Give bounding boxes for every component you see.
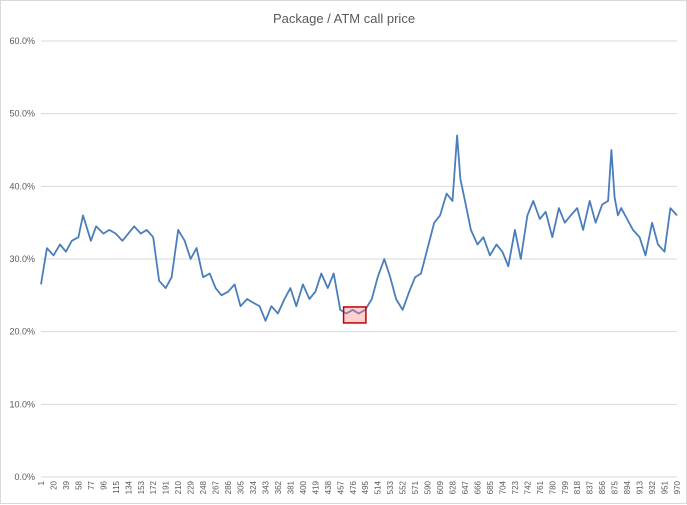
x-tick-label: 685 [486,480,495,494]
x-tick-label: 666 [473,480,482,494]
x-tick-label: 343 [261,480,270,494]
x-tick-label: 780 [548,480,557,494]
x-tick-label: 324 [249,480,258,494]
x-tick-label: 1 [37,480,46,485]
x-tick-label: 514 [374,480,383,494]
x-tick-label: 647 [461,480,470,494]
x-tick-label: 248 [199,480,208,494]
highlight-box [342,306,367,324]
x-tick-label: 419 [311,480,320,494]
x-tick-label: 552 [399,480,408,494]
series-line [40,134,678,322]
x-tick-label: 134 [124,480,133,494]
x-tick-label: 742 [523,480,532,494]
x-tick-label: 20 [49,480,58,489]
y-tick-label: 20.0% [9,327,35,337]
y-tick-label: 60.0% [9,36,35,46]
series-lines [40,134,678,322]
x-tick-label: 457 [336,480,345,494]
x-tick-label: 799 [561,480,570,494]
x-tick-label: 628 [449,480,458,494]
x-tick-label: 723 [511,480,520,494]
x-tick-label: 400 [299,480,308,494]
y-tick-label: 30.0% [9,254,35,264]
x-tick-label: 818 [573,480,582,494]
x-tick-label: 571 [411,480,420,494]
x-tick-label: 932 [648,480,657,494]
x-tick-label: 590 [424,480,433,494]
y-tick-label: 50.0% [9,109,35,119]
x-tick-label: 856 [598,480,607,494]
x-tick-label: 153 [137,480,146,494]
x-tick-label: 305 [237,480,246,494]
x-tick-label: 894 [623,480,632,494]
x-tick-label: 191 [162,480,171,494]
x-tick-label: 381 [286,480,295,494]
x-tick-label: 58 [74,480,83,489]
x-tick-label: 286 [224,480,233,494]
x-tick-label: 875 [611,480,620,494]
x-tick-label: 609 [436,480,445,494]
x-tick-label: 913 [636,480,645,494]
x-tick-label: 39 [62,480,71,489]
x-tick-label: 533 [386,480,395,494]
y-tick-label: 40.0% [9,181,35,191]
x-tick-label: 438 [324,480,333,494]
x-tick-label: 362 [274,480,283,494]
x-tick-label: 210 [174,480,183,494]
x-tick-label: 77 [87,480,96,489]
x-tick-label: 704 [498,480,507,494]
x-tick-label: 172 [149,480,158,494]
y-axis-tick-labels: 0.0% 10.0% 20.0% 30.0% 40.0% 50.0% 60.0% [9,36,35,482]
x-tick-label: 96 [99,480,108,489]
x-tick-label: 267 [212,480,221,494]
chart-title: Package / ATM call price [273,11,415,26]
x-tick-label: 951 [661,480,670,494]
y-tick-label: 0.0% [14,472,35,482]
x-tick-label: 837 [586,480,595,494]
highlight-layer [342,306,367,324]
x-tick-label: 761 [536,480,545,494]
x-tick-label: 115 [112,480,121,493]
x-tick-label: 970 [673,480,682,494]
x-tick-label: 476 [349,480,358,494]
x-tick-label: 495 [361,480,370,494]
x-axis-tick-labels: 1 20 39 58 77 96 115 134 153 172 191 210 229 248 267 28… [37,480,682,494]
y-tick-label: 10.0% [9,399,35,409]
x-tick-label: 229 [187,480,196,494]
gridlines [41,40,677,478]
